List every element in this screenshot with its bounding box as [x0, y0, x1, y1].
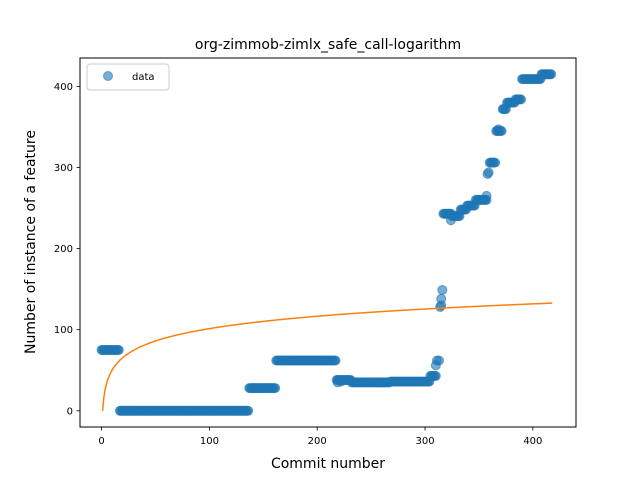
y-tick-label: 100: [54, 325, 73, 336]
data-point: [431, 371, 440, 380]
chart-title: org-zimmob-zimlx_safe_call-logarithm: [195, 37, 461, 53]
data-point: [482, 191, 491, 200]
y-tick-label: 300: [54, 163, 73, 174]
x-tick-label: 0: [98, 436, 104, 447]
x-tick-label: 400: [523, 436, 542, 447]
data-point: [484, 168, 493, 177]
data-point: [547, 70, 556, 79]
data-point: [491, 158, 500, 167]
x-tick-label: 300: [415, 436, 434, 447]
data-point: [244, 406, 253, 415]
data-point: [438, 285, 447, 294]
data-point: [494, 125, 503, 134]
data-point: [271, 384, 280, 393]
data-point: [435, 356, 444, 365]
data-point: [331, 356, 340, 365]
legend-label-data: data: [132, 72, 155, 83]
legend-marker-data: [104, 72, 113, 81]
y-tick-label: 200: [54, 244, 73, 255]
data-point: [114, 345, 123, 354]
y-tick-label: 0: [67, 406, 73, 417]
data-point: [446, 216, 455, 225]
legend-box: [87, 64, 169, 90]
legend: data: [87, 64, 169, 90]
data-point: [437, 294, 446, 303]
data-point: [517, 95, 526, 104]
y-axis-title: Number of instance of a feature: [23, 130, 39, 354]
x-tick-label: 200: [308, 436, 327, 447]
data-point: [336, 377, 345, 386]
x-tick-label: 100: [200, 436, 219, 447]
x-axis-title: Commit number: [271, 456, 385, 472]
y-tick-label: 400: [54, 82, 73, 93]
